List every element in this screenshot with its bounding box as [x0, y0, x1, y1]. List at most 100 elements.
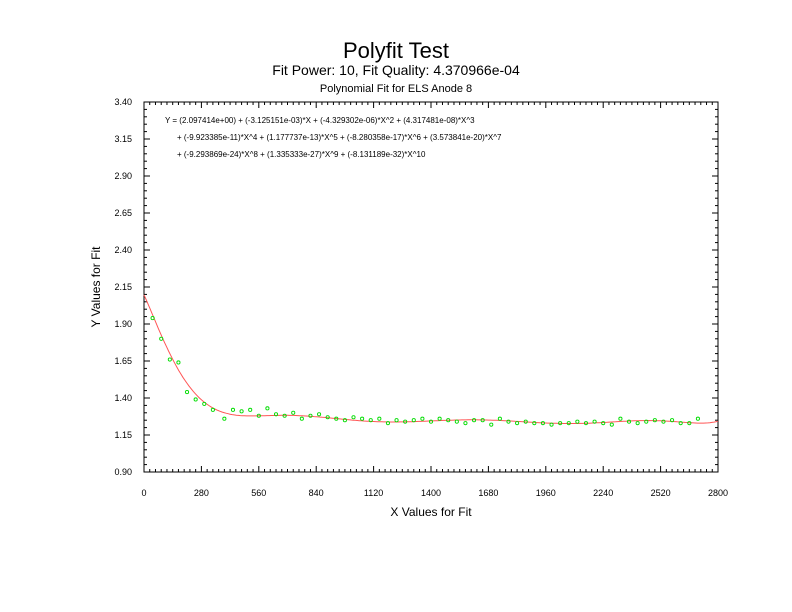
data-point: [394, 418, 399, 423]
data-point: [325, 415, 330, 420]
x-tick-label: 2800: [708, 488, 728, 498]
data-point: [592, 419, 597, 424]
y-axis-label: Y Values for Fit: [89, 246, 103, 328]
y-tick-label: 1.90: [114, 319, 132, 329]
data-point: [334, 416, 339, 421]
data-point: [377, 416, 382, 421]
data-point: [558, 421, 563, 426]
y-tick-label: 3.15: [114, 134, 132, 144]
data-point: [480, 418, 485, 423]
data-point: [463, 421, 468, 426]
data-point: [150, 316, 155, 321]
x-tick-label: 280: [194, 488, 209, 498]
data-point: [635, 421, 640, 426]
data-point: [403, 419, 408, 424]
data-point: [652, 418, 657, 423]
minor-ticks: [143, 101, 719, 473]
equation-line-2: + (-9.923385e-11)*X^4 + (1.177737e-13)*X…: [177, 133, 502, 142]
data-point: [661, 419, 666, 424]
data-point: [230, 407, 236, 412]
equation-line-3: + (-9.293869e-24)*X^8 + (1.335333e-27)*X…: [177, 150, 426, 159]
data-point: [193, 397, 198, 402]
data-point: [687, 421, 692, 426]
data-point: [248, 407, 253, 412]
data-point: [265, 406, 270, 411]
data-point: [549, 422, 554, 427]
data-point: [308, 413, 313, 418]
equation-line-1: Y = (2.097414e+00) + (-3.125151e-03)*X +…: [165, 116, 475, 125]
data-point: [437, 416, 442, 421]
data-point: [167, 357, 172, 362]
x-tick-label: 2520: [651, 488, 671, 498]
chart-subtitle: Fit Power: 10, Fit Quality: 4.370966e-04: [272, 62, 520, 78]
data-point: [411, 418, 416, 423]
x-tick-label: 1680: [478, 488, 498, 498]
data-point: [532, 421, 537, 426]
data-point: [515, 421, 520, 426]
data-point: [420, 416, 425, 421]
x-tick-label: 2240: [593, 488, 613, 498]
data-point: [385, 421, 391, 426]
chart-title: Polyfit Test: [343, 38, 449, 63]
data-point: [583, 421, 589, 426]
data-point: [317, 412, 322, 417]
data-points: [150, 316, 700, 427]
data-point: [446, 418, 451, 423]
data-point: [291, 410, 296, 415]
data-point: [202, 401, 207, 406]
data-point: [256, 413, 261, 418]
data-point: [695, 416, 700, 421]
data-point: [273, 412, 279, 417]
data-point: [678, 421, 683, 426]
x-tick-label: 560: [251, 488, 266, 498]
y-tick-label: 1.40: [114, 393, 132, 403]
y-tick-label: 2.40: [114, 245, 132, 255]
data-point: [210, 407, 215, 412]
data-point: [176, 360, 181, 365]
x-tick-label: 840: [309, 488, 324, 498]
data-point: [471, 418, 477, 423]
chart-subtitle-2: Polynomial Fit for ELS Anode 8: [320, 83, 472, 95]
y-tick-label: 1.15: [114, 430, 132, 440]
data-point: [222, 416, 227, 421]
y-tick-label: 0.90: [114, 467, 132, 477]
data-point: [454, 419, 459, 424]
data-point: [670, 418, 675, 423]
data-point: [368, 418, 373, 423]
y-tick-label: 2.90: [114, 171, 132, 181]
data-point: [575, 419, 580, 424]
fit-equation: Y = (2.097414e+00) + (-3.125151e-03)*X +…: [165, 116, 502, 159]
data-point: [497, 416, 502, 421]
x-axis-ticks: 0 280 560 840 1120 1400 1680 1960 2240 2520 2800: [141, 488, 728, 498]
data-point: [644, 419, 649, 424]
data-point: [282, 413, 287, 418]
x-tick-label: 1960: [536, 488, 556, 498]
data-point: [618, 416, 623, 421]
data-point: [489, 422, 494, 427]
data-point: [184, 390, 190, 395]
data-point: [360, 416, 365, 421]
x-tick-label: 1400: [421, 488, 441, 498]
data-point: [540, 421, 545, 426]
data-point: [299, 416, 304, 421]
data-point: [626, 419, 632, 424]
data-point: [342, 418, 347, 423]
y-tick-label: 1.65: [114, 356, 132, 366]
y-axis-ticks: 0.90 1.15 1.40 1.65 1.90 2.15 2.40 2.65 2.90 3.15…: [114, 97, 132, 477]
y-tick-label: 2.65: [114, 208, 132, 218]
x-tick-label: 0: [141, 488, 146, 498]
y-tick-label: 3.40: [114, 97, 132, 107]
x-axis-label: X Values for Fit: [390, 505, 472, 519]
data-point: [566, 421, 571, 426]
y-tick-label: 2.15: [114, 282, 132, 292]
data-point: [428, 419, 434, 424]
data-point: [609, 422, 614, 427]
data-point: [523, 419, 528, 424]
data-point: [351, 415, 356, 420]
x-tick-label: 1120: [364, 488, 383, 498]
data-point: [159, 336, 164, 341]
fit-curve: [143, 294, 719, 424]
data-point: [239, 409, 244, 414]
data-point: [601, 421, 606, 426]
